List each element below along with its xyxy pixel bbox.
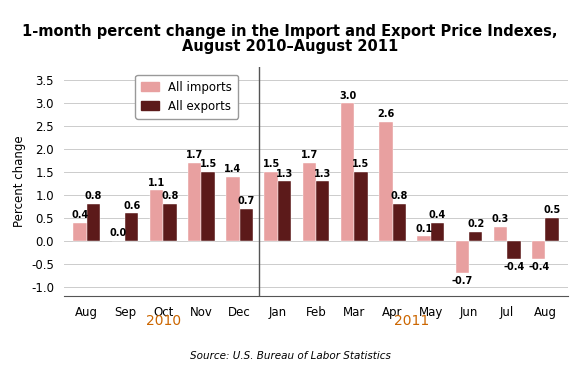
Bar: [456, 241, 469, 273]
Text: 0.8: 0.8: [161, 192, 179, 202]
Bar: [201, 172, 215, 241]
Text: 2011: 2011: [394, 314, 429, 328]
Text: 0.6: 0.6: [123, 201, 140, 211]
Text: 0.0: 0.0: [110, 228, 127, 238]
Bar: [508, 241, 521, 259]
Y-axis label: Percent change: Percent change: [13, 135, 26, 227]
Text: 0.2: 0.2: [467, 219, 484, 229]
Text: Source: U.S. Bureau of Labor Statistics: Source: U.S. Bureau of Labor Statistics: [190, 351, 390, 361]
Bar: [188, 163, 201, 241]
Text: August 2010–August 2011: August 2010–August 2011: [182, 39, 398, 54]
Text: 0.4: 0.4: [71, 210, 89, 220]
Text: -0.7: -0.7: [452, 276, 473, 286]
Bar: [264, 172, 278, 241]
Text: -0.4: -0.4: [528, 262, 549, 272]
Bar: [418, 236, 431, 241]
Bar: [379, 122, 393, 241]
Bar: [125, 213, 139, 241]
Text: 1.3: 1.3: [314, 169, 331, 179]
Bar: [240, 209, 253, 241]
Text: 2010: 2010: [146, 314, 181, 328]
Bar: [393, 204, 406, 241]
Text: 0.7: 0.7: [238, 196, 255, 206]
Text: 1-month percent change in the Import and Export Price Indexes,: 1-month percent change in the Import and…: [22, 24, 558, 39]
Text: 3.0: 3.0: [339, 91, 356, 101]
Bar: [354, 172, 368, 241]
Bar: [494, 227, 508, 241]
Text: 0.1: 0.1: [415, 223, 433, 233]
Bar: [278, 181, 291, 241]
Text: -0.4: -0.4: [503, 262, 524, 272]
Text: 1.5: 1.5: [200, 159, 217, 169]
Text: 0.8: 0.8: [390, 192, 408, 202]
Bar: [545, 218, 559, 241]
Bar: [163, 204, 176, 241]
Text: 1.5: 1.5: [263, 159, 280, 169]
Text: 1.5: 1.5: [353, 159, 369, 169]
Bar: [431, 223, 444, 241]
Bar: [87, 204, 100, 241]
Text: 0.8: 0.8: [85, 192, 102, 202]
Bar: [303, 163, 316, 241]
Bar: [226, 177, 240, 241]
Text: 1.4: 1.4: [224, 164, 242, 174]
Bar: [469, 232, 483, 241]
Text: 2.6: 2.6: [377, 109, 394, 119]
Text: 1.7: 1.7: [301, 150, 318, 160]
Text: 1.1: 1.1: [148, 178, 165, 188]
Bar: [341, 103, 354, 241]
Bar: [532, 241, 545, 259]
Legend: All imports, All exports: All imports, All exports: [135, 75, 238, 118]
Text: 1.7: 1.7: [186, 150, 204, 160]
Bar: [150, 191, 163, 241]
Bar: [316, 181, 329, 241]
Bar: [73, 223, 87, 241]
Text: 0.4: 0.4: [429, 210, 446, 220]
Text: 0.5: 0.5: [543, 205, 561, 215]
Text: 0.3: 0.3: [492, 215, 509, 225]
Text: 1.3: 1.3: [276, 169, 293, 179]
